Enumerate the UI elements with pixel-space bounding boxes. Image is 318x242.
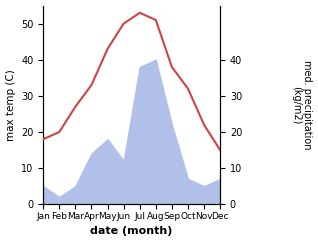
Y-axis label: med. precipitation
(kg/m2): med. precipitation (kg/m2) [291,60,313,150]
Y-axis label: max temp (C): max temp (C) [5,69,16,141]
X-axis label: date (month): date (month) [91,227,173,236]
